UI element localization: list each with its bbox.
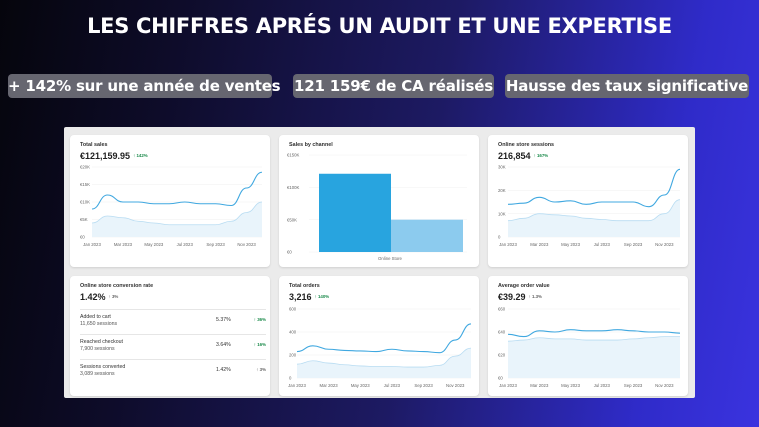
delta-badge: ↑ 140% bbox=[314, 294, 330, 299]
delta-badge: ↑ 167% bbox=[533, 153, 549, 158]
stat-pill-revenue: 121 159€ de CA réalisés bbox=[293, 74, 494, 98]
y-tick-label: 0 bbox=[498, 235, 501, 240]
y-tick-label: €20 bbox=[498, 353, 506, 358]
analytics-dashboard-screenshot: Total sales €121,159.95 ↑ 142% €20K €15K €1… bbox=[64, 127, 695, 398]
x-tick-label: Jan 2023 bbox=[499, 383, 517, 388]
y-tick-label: €10K bbox=[80, 200, 90, 205]
x-tick-label: Nov 2023 bbox=[655, 383, 674, 388]
conversion-row-added-to-cart: Added to cart 11,650 sessions 5.37% ↑ 36… bbox=[80, 309, 266, 333]
card-average-order-value[interactable]: Average order value €39.29 ↑ 1.3% €60 €40 €… bbox=[488, 276, 688, 396]
sales-by-channel-bar-chart: €150K €100K €50K €0 Online Store bbox=[287, 153, 467, 261]
y-tick-label: €0 bbox=[80, 235, 85, 240]
series-area-previous bbox=[508, 336, 680, 378]
series-line-previous bbox=[507, 199, 681, 222]
x-tick-label: Nov 2023 bbox=[237, 242, 256, 247]
card-title: Average order value bbox=[498, 283, 550, 289]
y-tick-label: €100K bbox=[287, 185, 300, 190]
y-tick-label: €0 bbox=[498, 376, 503, 381]
delta-badge: ↑ 1.3% bbox=[528, 294, 542, 299]
y-tick-label: €15K bbox=[80, 182, 90, 187]
card-title: Sales by channel bbox=[289, 142, 333, 148]
card-value: €121,159.95 ↑ 142% bbox=[80, 151, 148, 161]
x-tick-label: Sep 2023 bbox=[624, 383, 643, 388]
series-line-current bbox=[507, 329, 681, 338]
x-tick-label: Jul 2023 bbox=[384, 383, 401, 388]
aov-line-chart: €60 €40 €20 €0 Jan 2023 Mar 2023 May 2023 Jul 2… bbox=[498, 307, 681, 388]
y-tick-label: 400 bbox=[289, 330, 297, 335]
x-tick-label: Mar 2023 bbox=[114, 242, 133, 247]
x-tick-label: May 2023 bbox=[561, 242, 580, 247]
series-area-previous bbox=[297, 348, 471, 378]
card-conversion-rate[interactable]: Online store conversion rate 1.42% ↑ 3% A… bbox=[70, 276, 270, 396]
series-line-current bbox=[507, 168, 681, 208]
card-title: Online store sessions bbox=[498, 142, 555, 148]
card-sales-by-channel[interactable]: Sales by channel €150K €100K €50K €0 Online … bbox=[279, 135, 479, 267]
card-title: Total orders bbox=[289, 283, 320, 289]
y-tick-label: 600 bbox=[289, 307, 297, 312]
x-tick-label: Nov 2023 bbox=[446, 383, 465, 388]
x-tick-label: Mar 2023 bbox=[530, 242, 549, 247]
y-tick-label: €5K bbox=[80, 217, 88, 222]
x-tick-label: Sep 2023 bbox=[624, 242, 643, 247]
x-tick-label: May 2023 bbox=[144, 242, 163, 247]
card-online-store-sessions[interactable]: Online store sessions 216,854 ↑ 167% 30K 2… bbox=[488, 135, 688, 267]
series-line-previous bbox=[91, 201, 263, 226]
sessions-line-chart: 30K 20K 10K 0 Jan 2023 Mar 2023 May 2023 Jul 20… bbox=[498, 165, 681, 247]
x-tick-label: May 2023 bbox=[351, 383, 370, 388]
y-tick-label: 10K bbox=[498, 211, 506, 216]
total-sales-line-chart: €20K €15K €10K €5K €0 Jan 2023 Mar 2023 May 202… bbox=[80, 165, 263, 247]
series-line-previous bbox=[507, 336, 680, 342]
stat-pill-sales-growth: + 142% sur une année de ventes bbox=[8, 74, 281, 98]
y-tick-label: €60 bbox=[498, 307, 506, 312]
series-line-current bbox=[296, 323, 472, 354]
x-tick-label: Jul 2023 bbox=[594, 383, 611, 388]
x-tick-label: Jan 2023 bbox=[499, 242, 517, 247]
card-title: Total sales bbox=[80, 142, 108, 148]
bar-current bbox=[319, 173, 391, 252]
stat-pill-rates: Hausse des taux significative bbox=[505, 74, 749, 98]
card-value: €39.29 ↑ 1.3% bbox=[498, 292, 542, 302]
x-tick-label: Online Store bbox=[378, 256, 402, 261]
series-area-previous bbox=[92, 202, 262, 237]
card-value: 3,216 ↑ 140% bbox=[289, 292, 330, 302]
y-tick-label: €150K bbox=[287, 153, 300, 158]
card-value: 1.42% ↑ 3% bbox=[80, 292, 119, 302]
x-tick-label: Mar 2023 bbox=[530, 383, 549, 388]
delta-badge: ↑ 142% bbox=[133, 153, 148, 158]
card-title: Online store conversion rate bbox=[80, 283, 154, 289]
y-tick-label: €40 bbox=[498, 330, 506, 335]
conversion-row-reached-checkout: Reached checkout 7,900 sessions 3.64% ↑ … bbox=[80, 334, 266, 358]
y-tick-label: €0 bbox=[287, 250, 292, 255]
card-total-orders[interactable]: Total orders 3,216 ↑ 140% 600 400 200 0 Jan 2… bbox=[279, 276, 479, 396]
y-tick-label: 200 bbox=[289, 353, 297, 358]
x-tick-label: Jul 2023 bbox=[594, 242, 611, 247]
y-tick-label: €50K bbox=[287, 217, 297, 222]
bar-previous bbox=[391, 219, 463, 252]
card-value: 216,854 ↑ 167% bbox=[498, 151, 549, 161]
series-line-previous bbox=[296, 347, 472, 368]
x-tick-label: Mar 2023 bbox=[320, 383, 339, 388]
x-tick-label: Nov 2023 bbox=[655, 242, 674, 247]
x-tick-label: Jan 2023 bbox=[288, 383, 306, 388]
x-tick-label: Sep 2023 bbox=[206, 242, 225, 247]
y-tick-label: 0 bbox=[289, 376, 292, 381]
y-tick-label: 20K bbox=[498, 188, 506, 193]
delta-badge: ↑ 3% bbox=[108, 294, 119, 299]
page-headline: LES CHIFFRES APRÉS UN AUDIT ET UNE EXPER… bbox=[87, 14, 672, 38]
y-tick-label: €20K bbox=[80, 165, 90, 170]
x-tick-label: Jul 2023 bbox=[177, 242, 194, 247]
series-line-current bbox=[91, 171, 263, 210]
orders-line-chart: 600 400 200 0 Jan 2023 Mar 2023 May 2023 Jul 20… bbox=[288, 307, 472, 388]
y-tick-label: 30K bbox=[498, 165, 506, 170]
x-tick-label: Sep 2023 bbox=[414, 383, 433, 388]
x-tick-label: May 2023 bbox=[561, 383, 580, 388]
conversion-row-sessions-converted: Sessions converted 3,089 sessions 1.42% … bbox=[80, 359, 266, 383]
x-tick-label: Jan 2023 bbox=[83, 242, 101, 247]
series-area-previous bbox=[508, 199, 680, 237]
card-total-sales[interactable]: Total sales €121,159.95 ↑ 142% €20K €15K €1… bbox=[70, 135, 270, 267]
